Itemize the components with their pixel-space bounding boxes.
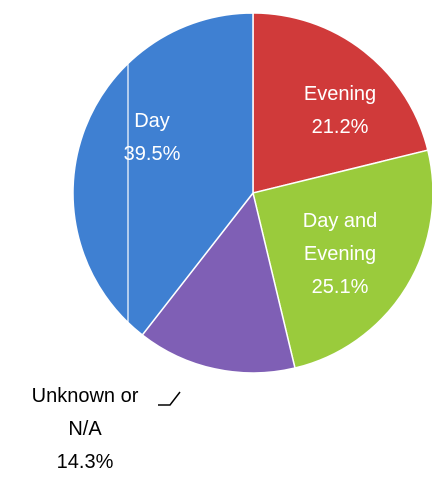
slice-value: 25.1% <box>311 276 369 298</box>
pie-slice <box>252 12 429 194</box>
pie-slice <box>252 149 432 369</box>
slice-value: 14.3% <box>56 451 114 473</box>
slice-category: Evening <box>303 83 377 105</box>
slice-category: Day and Evening <box>302 210 378 265</box>
leader-line <box>158 391 181 406</box>
pie-slice <box>72 12 254 337</box>
data-label: Day and Evening 25.1% <box>290 205 390 304</box>
data-label: Evening 21.2% <box>285 78 395 144</box>
slice-value: 21.2% <box>311 116 369 138</box>
slice-category: Unknown or N/A <box>31 385 139 440</box>
slice-value: 39.5% <box>123 143 181 165</box>
slice-category: Day <box>134 110 170 132</box>
data-label: Day 39.5% <box>107 105 197 171</box>
pie-slice <box>141 191 296 374</box>
data-label: Unknown or N/A 14.3% <box>25 380 145 479</box>
